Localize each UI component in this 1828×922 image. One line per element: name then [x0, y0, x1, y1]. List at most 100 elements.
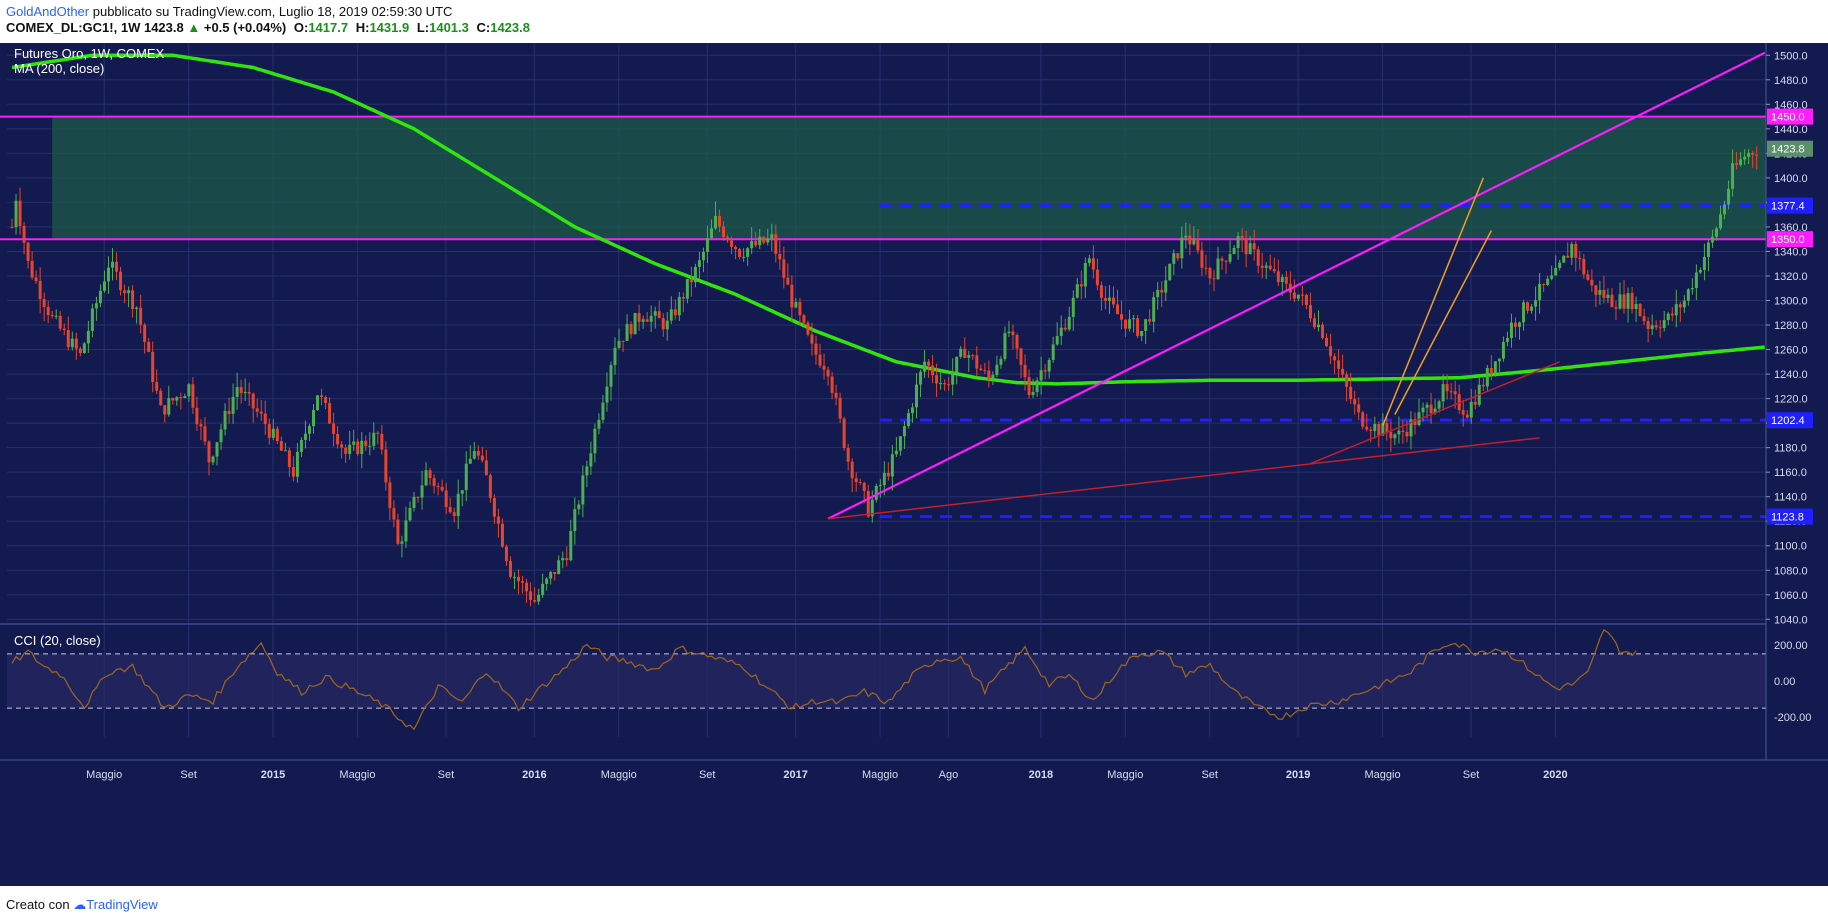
candle: [1373, 416, 1377, 439]
candle-body: [1325, 337, 1329, 347]
candle-body: [106, 267, 110, 282]
candle: [714, 201, 717, 231]
cci-band: [7, 653, 1766, 709]
candle-body: [332, 423, 336, 434]
candle-body: [814, 343, 818, 355]
candle-body: [545, 578, 549, 584]
candle: [1148, 309, 1152, 325]
candle-body: [1055, 336, 1059, 345]
candle: [565, 546, 569, 567]
candle-body: [1714, 228, 1718, 237]
candle: [1091, 245, 1095, 279]
candle-body: [147, 341, 151, 352]
chart-area[interactable]: 1500.01480.01460.01440.01420.01400.01380…: [0, 43, 1828, 886]
candle-body: [537, 594, 541, 602]
price-chart[interactable]: 1500.01480.01460.01440.01420.01400.01380…: [0, 43, 1828, 886]
candle: [762, 235, 766, 245]
candle-body: [364, 440, 368, 447]
level-label: 1450.0: [1771, 112, 1805, 124]
zone-fill: [52, 116, 1767, 240]
candle-body: [673, 309, 677, 316]
candle: [1079, 270, 1083, 300]
candle-body: [1329, 346, 1333, 357]
candle: [239, 379, 243, 404]
candle: [657, 300, 661, 319]
candle: [931, 355, 935, 384]
candle-body: [979, 368, 983, 371]
candle: [1019, 347, 1023, 378]
candle: [26, 241, 30, 269]
candle: [448, 497, 452, 514]
candle-body: [291, 467, 295, 477]
trendline-dark_red: [827, 437, 1540, 520]
candle-body: [862, 482, 866, 492]
candle-body: [1216, 258, 1220, 280]
candle: [846, 443, 850, 471]
candle: [1598, 280, 1602, 305]
candle-body: [701, 251, 705, 261]
candle: [806, 320, 810, 337]
candle-body: [1047, 359, 1051, 372]
candle: [1739, 152, 1743, 167]
candle-body: [1437, 401, 1441, 409]
candle: [1039, 356, 1043, 395]
candle: [191, 377, 195, 414]
candle-body: [1505, 337, 1509, 342]
candle-body: [886, 472, 890, 477]
candle: [396, 513, 400, 546]
candle-body: [328, 403, 332, 424]
candle-body: [866, 491, 870, 517]
candle-body: [754, 241, 758, 246]
candle-body: [271, 428, 275, 438]
candle-body: [219, 429, 223, 443]
y-tick-label: 1160.0: [1774, 467, 1807, 479]
candle-body: [183, 396, 187, 398]
candle: [697, 251, 701, 279]
author-link[interactable]: GoldAndOther: [6, 4, 90, 19]
ma-200-line: [11, 53, 1765, 386]
candle-body: [1723, 204, 1727, 215]
candle-body: [1743, 156, 1747, 160]
tradingview-logo-icon[interactable]: ☁: [73, 897, 87, 912]
candle: [1445, 374, 1449, 400]
candle-body: [1646, 321, 1650, 329]
candle-body: [1321, 324, 1325, 338]
level-label: 1123.8: [1771, 512, 1804, 524]
candle: [1300, 285, 1304, 306]
candle: [30, 251, 34, 280]
candle-body: [312, 410, 315, 427]
candle-body: [1051, 344, 1055, 360]
candle: [1397, 416, 1401, 444]
candle-body: [1405, 432, 1409, 437]
candle-body: [30, 261, 34, 278]
candle-body: [496, 516, 500, 524]
candle: [1296, 294, 1300, 302]
candle: [854, 472, 858, 492]
candle: [151, 341, 155, 393]
candle: [303, 420, 307, 449]
candle-body: [1240, 236, 1244, 238]
candle-body: [1011, 331, 1015, 336]
candle-body: [360, 440, 364, 454]
candle: [1357, 397, 1361, 420]
candle-body: [54, 315, 58, 317]
candle-body: [1425, 404, 1429, 408]
candle: [1550, 265, 1554, 281]
candle-body: [18, 200, 22, 226]
candle: [1304, 293, 1308, 310]
candle-body: [826, 369, 830, 377]
candle: [50, 310, 54, 319]
candle-body: [565, 558, 569, 561]
tradingview-brand[interactable]: TradingView: [86, 897, 158, 912]
y-tick-label: 1060.0: [1774, 590, 1808, 602]
candle: [356, 438, 360, 456]
candle: [987, 360, 991, 388]
candle: [1015, 333, 1019, 360]
x-tick-label: Ago: [939, 769, 959, 781]
candle-body: [750, 241, 754, 249]
candle: [66, 316, 70, 351]
candle-body: [1361, 412, 1365, 427]
candle: [263, 400, 267, 435]
candle-body: [34, 277, 38, 282]
candle-body: [1473, 401, 1477, 405]
